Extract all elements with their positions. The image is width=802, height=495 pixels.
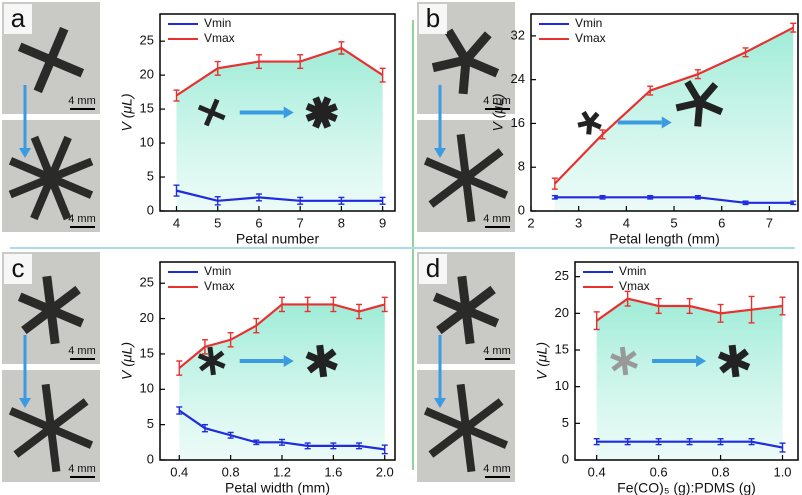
y-tick-label: 10	[140, 135, 154, 150]
y-tick-label: 10	[555, 378, 569, 393]
x-tick-label: 1.6	[324, 464, 342, 479]
petal	[461, 134, 466, 178]
petal	[51, 428, 56, 472]
y-tick-label: 20	[140, 67, 154, 82]
panel-label: a	[11, 3, 26, 33]
shaded-area	[176, 48, 382, 211]
x-axis-label: Petal number	[236, 231, 320, 247]
legend-label: Vmin	[619, 264, 646, 278]
x-tick-label: 0.8	[222, 464, 240, 479]
scale-label: 4 mm	[483, 463, 511, 475]
x-tick-label: 0.6	[650, 464, 668, 479]
scale-label: 4 mm	[68, 95, 96, 107]
y-tick-label: 25	[140, 33, 154, 48]
y-tick-label: 0	[147, 202, 154, 217]
y-tick-label: 5	[562, 415, 569, 430]
x-tick-label: 3	[575, 215, 582, 230]
legend-label: Vmin	[575, 16, 602, 30]
legend-label: Vmin	[204, 264, 231, 278]
y-tick-label: 0	[562, 451, 569, 466]
page: 4 mm4 mma0510152025456789Petal numberV (…	[0, 0, 802, 495]
x-tick-label: 1.0	[773, 464, 791, 479]
scale-label: 4 mm	[483, 213, 511, 225]
y-axis-label: V (μL)	[119, 342, 135, 380]
x-tick-label: 6	[255, 215, 262, 230]
y-tick-label: 8	[518, 159, 525, 174]
y-tick-label: 10	[140, 381, 154, 396]
y-tick-label: 32	[511, 27, 525, 42]
x-tick-label: 1.2	[273, 464, 291, 479]
x-tick-label: 0.4	[170, 464, 188, 479]
legend-label: Vmax	[619, 279, 650, 293]
panel-label: d	[426, 253, 440, 283]
x-tick-label: 5	[214, 215, 221, 230]
petal	[466, 428, 471, 472]
y-tick-label: 25	[140, 275, 154, 290]
x-tick-label: 6	[718, 215, 725, 230]
x-tick-label: 7	[766, 215, 773, 230]
x-axis-label: Petal length (mm)	[609, 231, 719, 247]
x-axis-label: Petal width (mm)	[225, 480, 330, 495]
x-tick-label: 4	[623, 215, 630, 230]
y-tick-label: 16	[511, 115, 525, 130]
y-tick-label: 15	[140, 101, 154, 116]
scale-label: 4 mm	[68, 463, 96, 475]
y-tick-label: 15	[140, 345, 154, 360]
scale-label: 4 mm	[483, 345, 511, 357]
scale-label: 4 mm	[68, 213, 96, 225]
shaded-area	[179, 304, 384, 460]
x-tick-label: 8	[338, 215, 345, 230]
y-tick-label: 25	[555, 268, 569, 283]
scale-label: 4 mm	[68, 345, 96, 357]
x-tick-label: 7	[297, 215, 304, 230]
y-axis-label: V (μL)	[534, 342, 550, 380]
petal	[461, 384, 466, 428]
petal	[46, 384, 51, 428]
x-tick-label: 2.0	[376, 464, 394, 479]
x-tick-label: 9	[379, 215, 386, 230]
petal	[466, 178, 471, 222]
figure: 4 mm4 mma0510152025456789Petal numberV (…	[0, 0, 802, 495]
shaded-area	[597, 299, 783, 460]
y-tick-label: 5	[147, 168, 154, 183]
x-tick-label: 0.4	[588, 464, 606, 479]
legend-label: Vmax	[204, 279, 235, 293]
y-tick-label: 0	[518, 202, 525, 217]
x-tick-label: 5	[670, 215, 677, 230]
y-tick-label: 20	[140, 310, 154, 325]
x-tick-label: 4	[173, 215, 180, 230]
y-axis-label: V (μL)	[490, 93, 506, 131]
panel-label: c	[12, 253, 25, 283]
petal	[590, 113, 598, 122]
legend-label: Vmax	[204, 31, 235, 45]
y-tick-label: 24	[511, 71, 525, 86]
legend-label: Vmin	[204, 16, 231, 30]
x-tick-label: 0.8	[712, 464, 730, 479]
y-tick-label: 0	[147, 451, 154, 466]
x-axis-label: Fe(CO)₅ (g):PDMS (g)	[617, 480, 756, 495]
panel-label: b	[426, 3, 440, 33]
y-tick-label: 15	[555, 341, 569, 356]
legend-label: Vmax	[575, 31, 606, 45]
y-tick-label: 5	[147, 416, 154, 431]
x-tick-label: 2	[527, 215, 534, 230]
y-axis-label: V (μL)	[119, 93, 135, 131]
y-tick-label: 20	[555, 305, 569, 320]
